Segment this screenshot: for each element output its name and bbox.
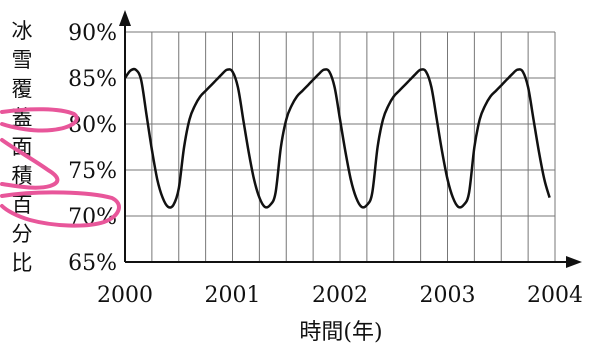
y-tick-labels: 65%70%75%80%85%90%: [68, 21, 117, 276]
scribble-stroke-bottom: [0, 190, 121, 228]
scribble-stroke-top: [0, 107, 79, 133]
x-axis-arrow-icon: [566, 256, 582, 268]
x-tick-label: 2003: [420, 283, 476, 308]
x-tick-label: 2000: [97, 283, 153, 308]
y-tick-label: 65%: [68, 251, 117, 276]
series-line: [123, 67, 551, 209]
grid: [125, 31, 556, 262]
axes: [119, 10, 582, 268]
x-tick-label: 2002: [312, 283, 368, 308]
x-tick-labels: 2000 2001 2002 2003 2004: [97, 283, 583, 308]
x-tick-label: 2004: [527, 283, 583, 308]
y-axis-title-char: 覆: [12, 77, 33, 101]
scribble-stroke-middle: [0, 138, 60, 190]
pink-scribble-annotation: [0, 107, 121, 228]
y-tick-label: 90%: [68, 21, 117, 46]
x-axis-title: 時間(年): [299, 320, 382, 345]
y-axis-title-char: 雪: [12, 48, 33, 72]
y-tick-label: 75%: [68, 159, 117, 184]
y-axis-title-char: 冰: [12, 19, 33, 43]
y-axis-title-char: 積: [12, 164, 33, 188]
y-axis-title-char: 比: [12, 251, 33, 275]
y-tick-label: 85%: [68, 67, 117, 92]
y-axis-title-char: 分: [12, 222, 33, 246]
y-axis-title-char: 百: [12, 193, 33, 217]
x-tick-label: 2001: [205, 283, 261, 308]
y-axis-arrow-icon: [119, 10, 131, 26]
y-axis-title-char: 面: [12, 135, 33, 159]
